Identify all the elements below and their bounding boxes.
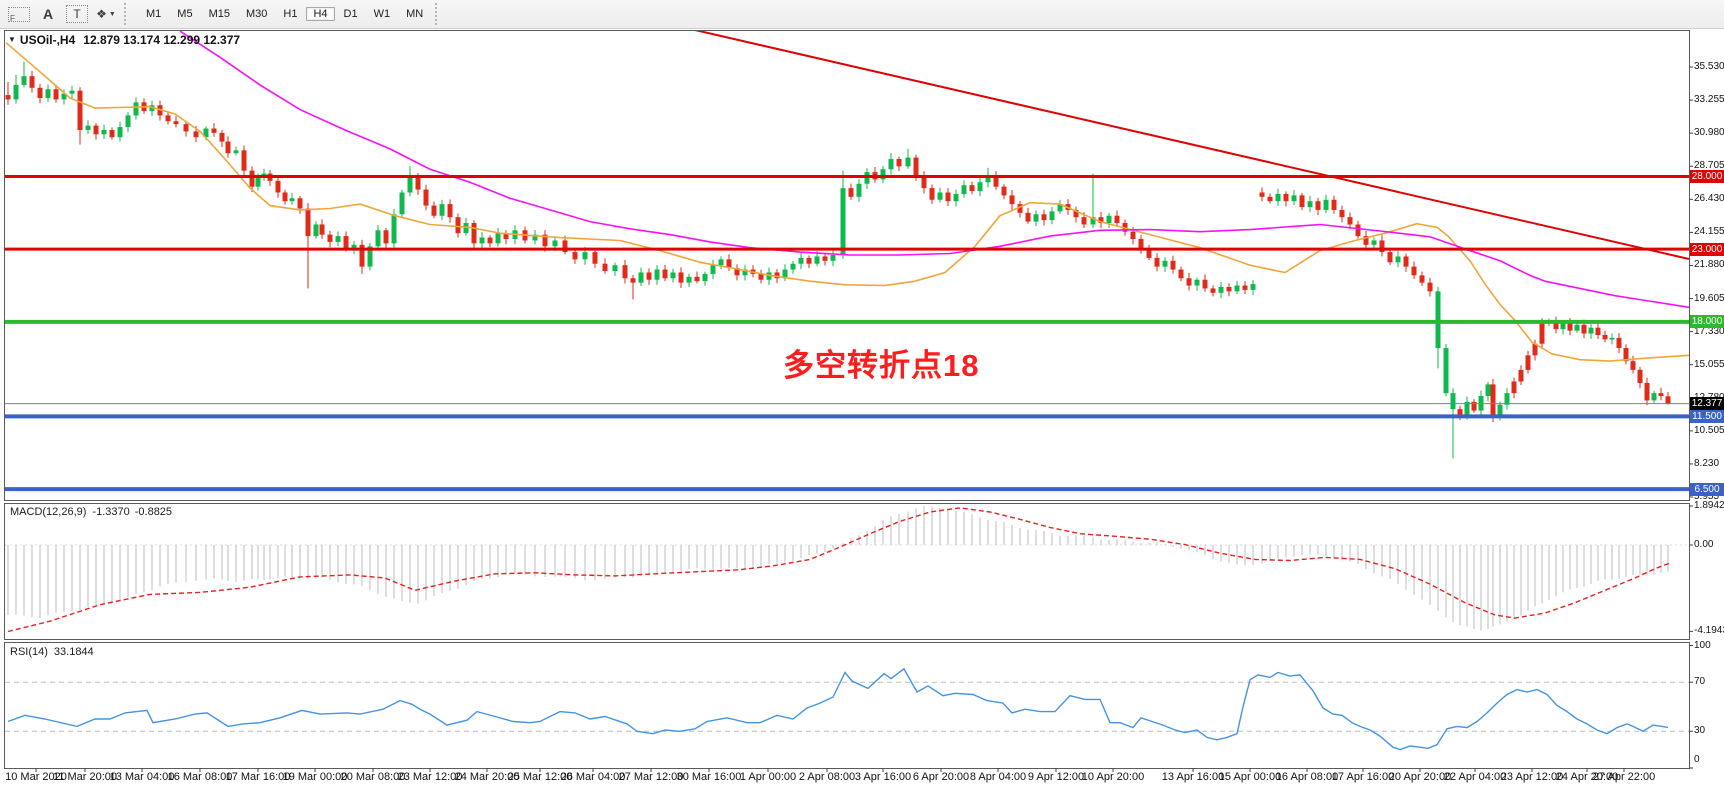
rsi-scale-100: 100 — [1694, 639, 1711, 651]
price-tick-33.255: 33.255 — [1694, 94, 1724, 106]
macd-value-signal: -0.8825 — [134, 506, 173, 518]
timeframe-button-W1[interactable]: W1 — [373, 8, 391, 20]
date-label-20-Mar-08-00: 20 Mar 08:00 — [340, 771, 406, 783]
macd-scale-0.00: 0.00 — [1694, 539, 1714, 550]
macd-chart[interactable] — [5, 506, 1689, 633]
price-tick-10.505: 10.505 — [1694, 424, 1724, 436]
date-label-25-Mar-12-00: 25 Mar 12:00 — [507, 771, 573, 783]
date-label-23-Apr-12-00: 23 Apr 12:00 — [1500, 771, 1564, 783]
chart-menu-icon[interactable]: ▼ — [8, 35, 16, 44]
main-price-panel[interactable] — [4, 30, 1690, 501]
level-tag-28.000: 28.000 — [1690, 169, 1724, 183]
chart-title: ▼ USOil-,H4 12.879 13.174 12.299 12.377 — [8, 33, 240, 47]
price-tick-24.155: 24.155 — [1694, 226, 1724, 238]
date-label-30-Mar-16-00: 30 Mar 16:00 — [676, 771, 742, 783]
price-tick-30.980: 30.980 — [1694, 127, 1724, 139]
price-tick-28.705: 28.705 — [1694, 160, 1724, 172]
date-label-3-Apr-16-00: 3 Apr 16:00 — [854, 771, 912, 783]
rsi-chart[interactable] — [5, 667, 1689, 751]
toolbar: F A T ❖ ▼ M1 M5 M15 M30 H1 H4 D1 W1 MN — [0, 0, 1724, 29]
timeframe-button-M15[interactable]: M15 — [208, 8, 230, 20]
rsi-scale-0: 0 — [1694, 754, 1700, 765]
date-label-9-Apr-12-00: 9 Apr 12:00 — [1027, 771, 1085, 783]
current-price-tag: 12.377 — [1690, 397, 1724, 411]
chevron-down-icon: ▼ — [108, 10, 116, 18]
date-label-16-Apr-08-00: 16 Apr 08:00 — [1275, 771, 1339, 783]
chart-symbol-period: USOil-,H4 — [19, 33, 76, 47]
date-label-19-Mar-00-00: 19 Mar 00:00 — [282, 771, 348, 783]
rsi-panel-label: RSI(14) 33.1844 — [10, 646, 99, 658]
date-label-27-Mar-12-00: 27 Mar 12:00 — [618, 771, 684, 783]
date-label-2-Apr-08-00: 2 Apr 08:00 — [798, 771, 856, 783]
timeframe-button-group: M1 M5 M15 M30 H1 H4 D1 W1 MN — [138, 4, 431, 24]
chart-ohlc-values: 12.879 13.174 12.299 12.377 — [83, 33, 241, 47]
date-label-10-Apr-20-00: 10 Apr 20:00 — [1081, 771, 1145, 783]
date-label-11-Mar-20-00: 11 Mar 20:00 — [52, 771, 118, 783]
ma-slow-line — [179, 31, 1689, 309]
date-label-26-Mar-04-00: 26 Mar 04:00 — [560, 771, 626, 783]
level-tag-6.500: 6.500 — [1690, 482, 1724, 496]
chart-text-annotation[interactable]: 多空转折点18 — [783, 348, 980, 383]
date-label-23-Mar-12-00: 23 Mar 12:00 — [397, 771, 463, 783]
date-label-10-Mar-2020: 10 Mar 2020 — [5, 771, 67, 783]
timeframe-button-M5[interactable]: M5 — [177, 8, 193, 20]
timeframe-button-MN[interactable]: MN — [406, 8, 424, 20]
ma-fast-line — [5, 42, 1689, 362]
descending-trendline — [694, 31, 1689, 260]
date-label-16-Mar-08-00: 16 Mar 08:00 — [167, 771, 233, 783]
rsi-line — [7, 667, 1669, 751]
level-tag-23.000: 23.000 — [1690, 242, 1724, 256]
rsi-scale-70: 70 — [1694, 676, 1706, 688]
date-label-24-Mar-20-00: 24 Mar 20:00 — [454, 771, 520, 783]
price-tick-17.330: 17.330 — [1694, 325, 1724, 337]
price-tick-35.530: 35.530 — [1694, 61, 1724, 72]
macd-scale-1.8942: 1.8942 — [1694, 499, 1724, 511]
price-tick-19.605: 19.605 — [1694, 292, 1724, 304]
rsi-indicator-name: RSI(14) — [10, 646, 48, 658]
price-tick-5.955: 5.955 — [1694, 491, 1720, 503]
date-label-17-Apr-16-00: 17 Apr 16:00 — [1331, 771, 1395, 783]
date-label-13-Apr-16-00: 13 Apr 16:00 — [1161, 771, 1225, 783]
toolbar-grip-2[interactable] — [435, 3, 443, 25]
chart-shift-icon[interactable]: F — [8, 6, 30, 23]
date-label-24-Apr-20-00: 24 Apr 20:00 — [1555, 771, 1619, 783]
macd-value-main: -1.3370 — [92, 506, 130, 518]
timeframe-button-H4[interactable]: H4 — [306, 7, 335, 21]
timeframe-button-M30[interactable]: M30 — [245, 8, 268, 20]
level-tag-18.000: 18.000 — [1690, 315, 1724, 329]
date-label-17-Mar-16-00: 17 Mar 16:00 — [225, 771, 291, 783]
toolbar-grip[interactable] — [124, 3, 132, 25]
price-tick-8.230: 8.230 — [1694, 457, 1720, 469]
rsi-value: 33.1844 — [53, 646, 94, 658]
rsi-scale-30: 30 — [1694, 725, 1706, 737]
price-tick-26.430: 26.430 — [1694, 193, 1724, 205]
date-label-15-Apr-00-00: 15 Apr 00:00 — [1218, 771, 1282, 783]
date-label-8-Apr-04-00: 8 Apr 04:00 — [969, 771, 1027, 783]
price-tick-15.055: 15.055 — [1694, 358, 1724, 370]
timeframe-button-H1[interactable]: H1 — [283, 8, 298, 20]
rsi-panel[interactable] — [4, 642, 1690, 769]
objects-dropdown-icon[interactable]: ❖ ▼ — [96, 7, 116, 21]
candlestick-chart[interactable] — [5, 30, 1689, 492]
macd-scale--4.1943: -4.1943 — [1694, 625, 1724, 637]
date-label-22-Apr-04-00: 22 Apr 04:00 — [1443, 771, 1507, 783]
date-label-27-Apr-22-00: 27 Apr 22:00 — [1592, 771, 1656, 783]
date-label-13-Mar-04-00: 13 Mar 04:00 — [109, 771, 175, 783]
font-tool-icon[interactable]: A — [42, 6, 54, 22]
macd-panel-label: MACD(12,26,9) -1.3370 -0.8825 — [10, 506, 177, 518]
level-tag-11.500: 11.500 — [1690, 409, 1724, 423]
date-label-20-Apr-20-00: 20 Apr 20:00 — [1388, 771, 1452, 783]
price-tick-21.880: 21.880 — [1694, 259, 1724, 271]
timeframe-button-M1[interactable]: M1 — [146, 8, 162, 20]
date-label-1-Apr-00-00: 1 Apr 00:00 — [739, 771, 797, 783]
macd-signal-line — [7, 507, 1671, 633]
macd-indicator-name: MACD(12,26,9) — [10, 506, 87, 518]
date-label-6-Apr-20-00: 6 Apr 20:00 — [912, 771, 970, 783]
timeframe-button-D1[interactable]: D1 — [343, 8, 358, 20]
text-tool-icon[interactable]: T — [66, 5, 88, 23]
